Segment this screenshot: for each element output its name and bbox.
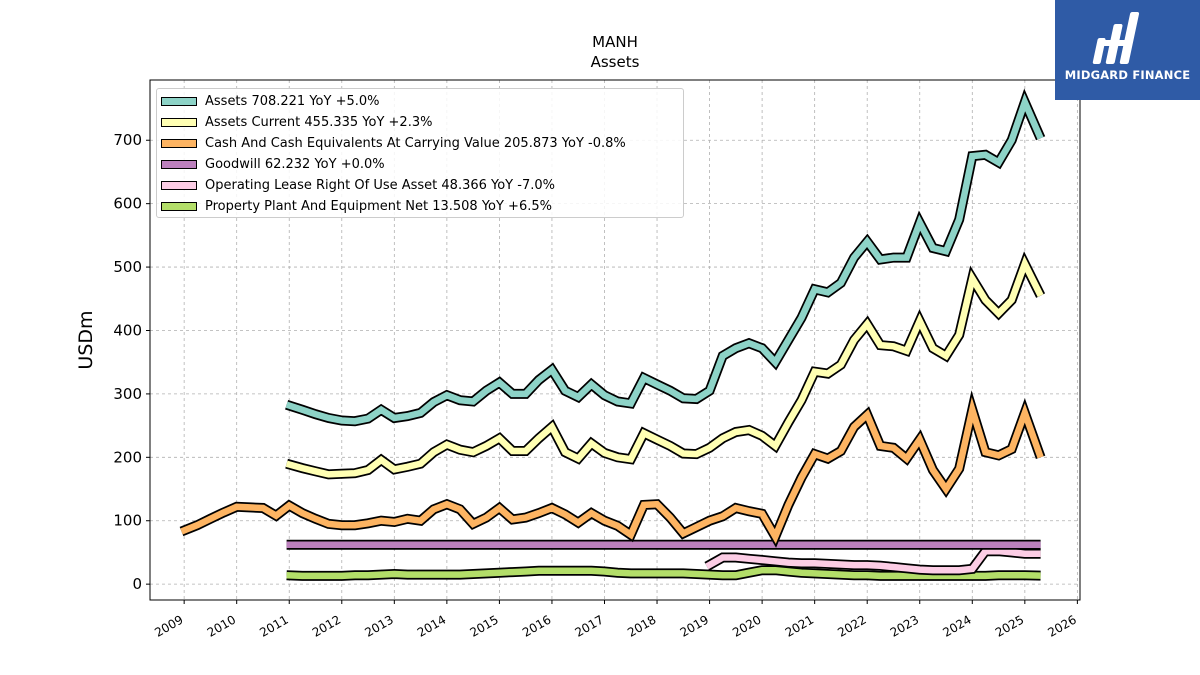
x-tick-label: 2009 [152, 612, 185, 639]
series-assets [285, 88, 1046, 427]
series-line [286, 566, 1041, 580]
y-tick-label: 600 [113, 195, 142, 213]
legend-swatch [161, 180, 197, 190]
y-axis-label: USDm [75, 310, 97, 369]
x-tick-label: 2017 [573, 612, 606, 639]
x-tick-label: 2021 [783, 612, 816, 639]
legend-swatch [161, 159, 197, 169]
series-line [285, 93, 1044, 425]
series-assets-current [285, 251, 1046, 480]
x-tick-label: 2018 [625, 612, 658, 639]
x-tick-label: 2025 [993, 612, 1026, 639]
midgard-logo-icon [1092, 12, 1140, 64]
x-tick-label: 2022 [835, 612, 868, 639]
x-tick-label: 2015 [467, 612, 500, 639]
series-cash-and-cash-equivalents-at-carrying-value [179, 390, 1046, 548]
x-tick-label: 2014 [415, 612, 448, 639]
chart-subtitle: Assets [590, 53, 640, 71]
chart-legend: Assets 708.221 YoY +5.0% Assets Current 4… [156, 88, 684, 218]
legend-label: Cash And Cash Equivalents At Carrying Va… [205, 135, 626, 151]
legend-item: Operating Lease Right Of Use Asset 48.36… [157, 176, 555, 194]
legend-item: Assets Current 455.335 YoY +2.3% [157, 113, 432, 131]
series-line [180, 397, 1044, 544]
legend-label: Goodwill 62.232 YoY +0.0% [205, 156, 385, 172]
legend-item: Goodwill 62.232 YoY +0.0% [157, 155, 385, 173]
series-property-plant-and-equipment-net [286, 565, 1041, 581]
series-line [705, 547, 1041, 574]
x-tick-label: 2010 [205, 612, 238, 639]
series-line [285, 255, 1044, 478]
legend-swatch [161, 201, 197, 211]
x-tick-label: 2024 [940, 612, 973, 639]
logo-wordmark: MIDGARD FINANCE [1064, 68, 1191, 82]
legend-label: Property Plant And Equipment Net 13.508 … [205, 198, 552, 214]
legend-swatch [161, 117, 197, 127]
legend-label: Assets Current 455.335 YoY +2.3% [205, 114, 433, 130]
plot-frame [149, 79, 1081, 601]
x-tick-label: 2019 [678, 612, 711, 639]
y-tick-label: 400 [113, 321, 142, 339]
x-tick-label: 2012 [310, 612, 343, 639]
legend-label: Operating Lease Right Of Use Asset 48.36… [205, 177, 555, 193]
legend-item: Cash And Cash Equivalents At Carrying Va… [157, 134, 626, 152]
chart-title: MANH [592, 33, 638, 51]
series-operating-lease-right-of-use-asset [704, 546, 1041, 576]
midgard-logo: MIDGARD FINANCE [1055, 0, 1200, 100]
legend-item: Assets 708.221 YoY +5.0% [157, 92, 380, 110]
y-tick-label: 700 [113, 131, 142, 149]
y-tick-label: 0 [132, 575, 142, 593]
x-tick-label: 2020 [730, 612, 763, 639]
y-tick-label: 300 [113, 385, 142, 403]
legend-swatch [161, 138, 197, 148]
y-tick-label: 200 [113, 448, 142, 466]
y-tick-label: 100 [113, 512, 142, 530]
series-group [179, 88, 1046, 581]
x-tick-label: 2026 [1045, 612, 1078, 639]
legend-label: Assets 708.221 YoY +5.0% [205, 93, 380, 109]
x-tick-label: 2023 [888, 612, 921, 639]
x-tick-label: 2016 [520, 612, 553, 639]
legend-swatch [161, 96, 197, 106]
x-tick-label: 2013 [362, 612, 395, 639]
y-tick-label: 500 [113, 258, 142, 276]
x-tick-label: 2011 [257, 612, 290, 639]
legend-item: Property Plant And Equipment Net 13.508 … [157, 197, 552, 215]
